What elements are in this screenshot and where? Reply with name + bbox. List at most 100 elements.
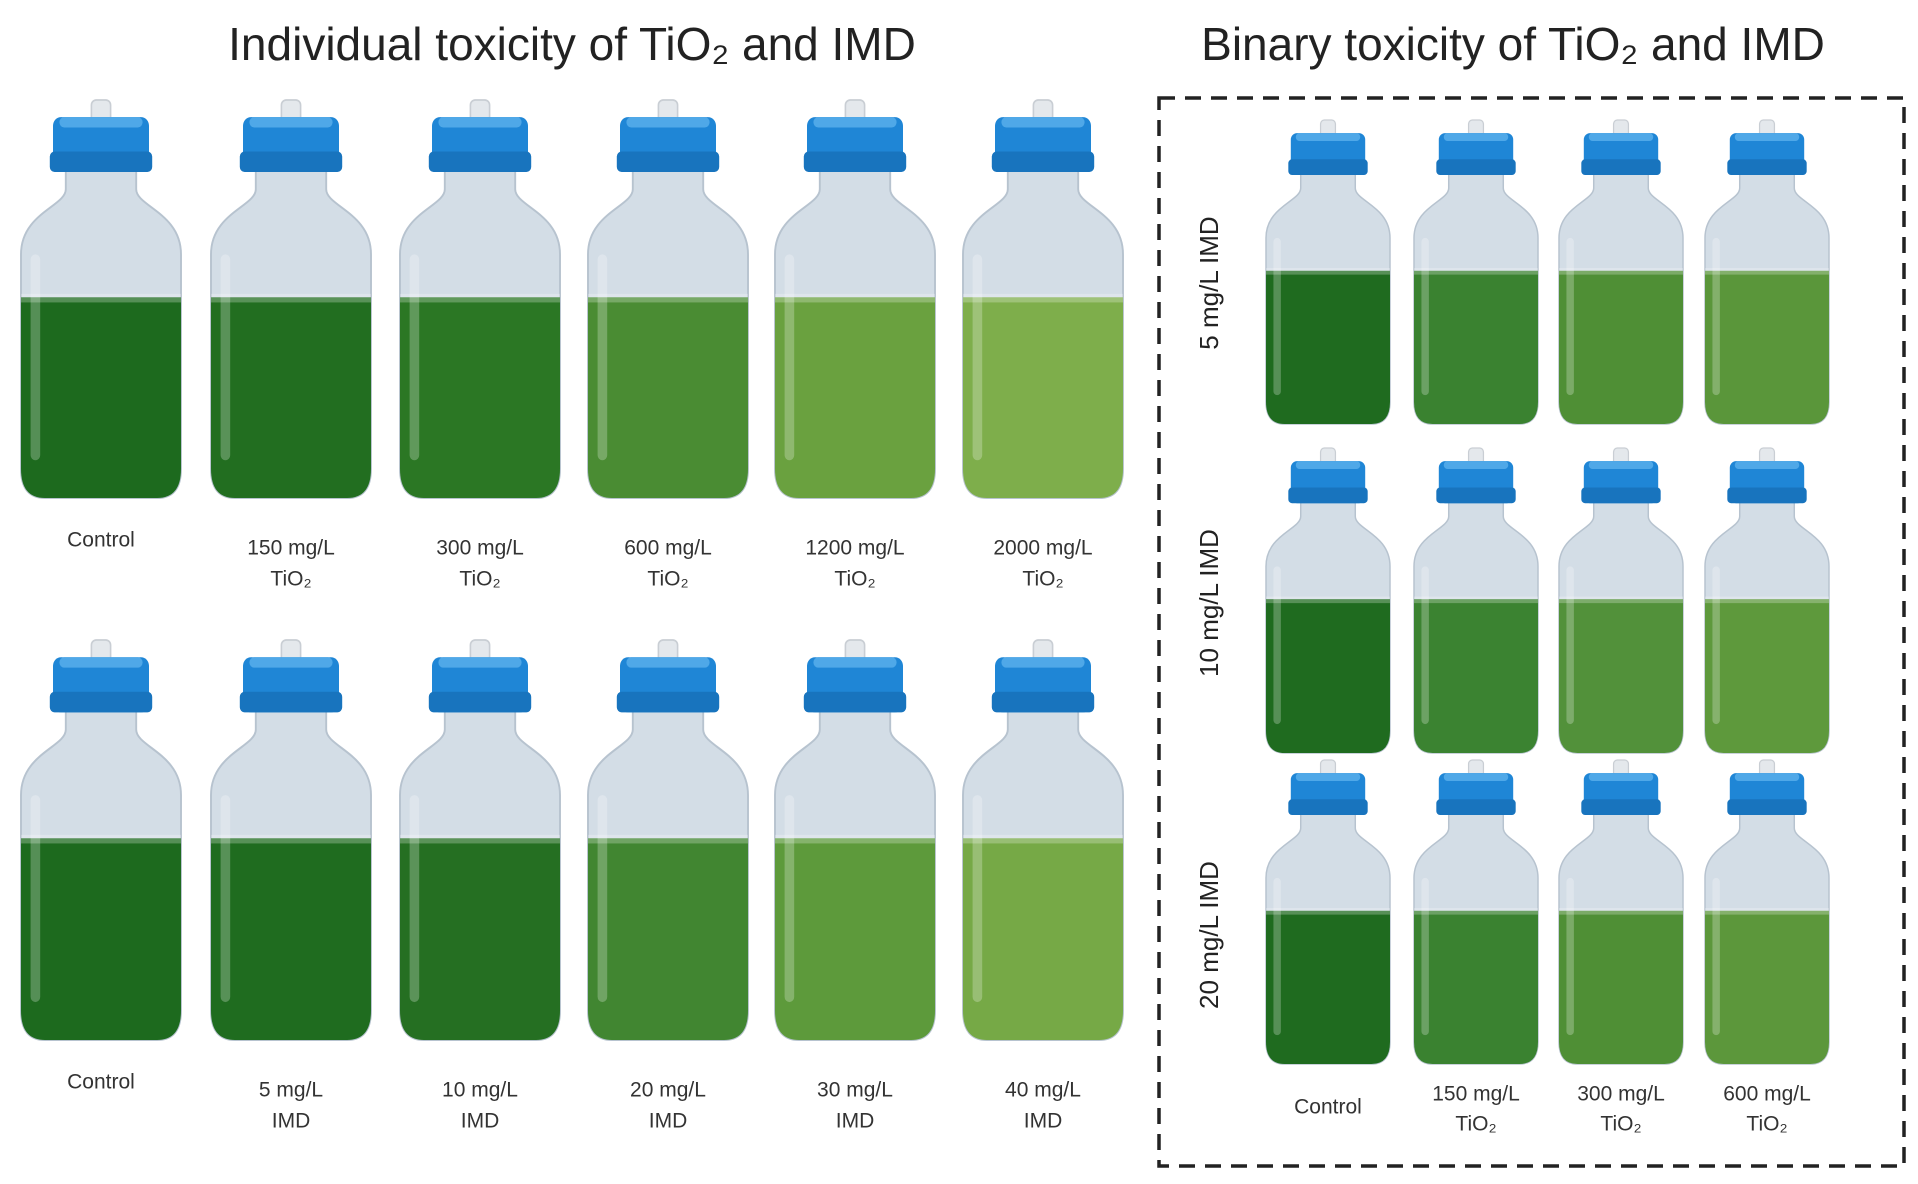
bottle — [1265, 119, 1391, 425]
binary-title: Binary toxicity of TiO₂ and IMD — [1201, 18, 1825, 70]
bottle-shine — [972, 795, 983, 1003]
cap-top — [813, 657, 897, 668]
bottle-liquid — [1414, 599, 1538, 753]
bottle-liquid — [211, 838, 371, 1040]
liquid-surface — [1266, 268, 1390, 275]
bottle-shine — [1712, 237, 1720, 396]
cap-top — [1443, 461, 1509, 470]
cap-top — [1734, 133, 1800, 141]
cap-rim — [428, 151, 532, 173]
cap-top — [1001, 657, 1085, 668]
bottle — [1413, 759, 1539, 1065]
liquid-surface — [21, 834, 181, 844]
bottle-label: 300 mg/L — [436, 537, 524, 560]
bottle-liquid — [1559, 910, 1683, 1064]
liquid-surface — [963, 834, 1123, 844]
cap-top — [1443, 133, 1509, 141]
bottle-shine — [1273, 877, 1281, 1036]
individual-title: Individual toxicity of TiO₂ and IMD — [228, 18, 916, 70]
cap-rim — [616, 151, 720, 173]
bottle-liquid — [588, 297, 748, 498]
cap-top — [1295, 133, 1361, 141]
row-label: 20 mg/L IMD — [1194, 861, 1224, 1009]
bottle — [1413, 447, 1539, 754]
cap-rim — [803, 151, 907, 173]
bottle-shine — [1566, 877, 1574, 1036]
bottle-label: 300 mg/L — [1577, 1083, 1665, 1106]
cap-top — [1588, 133, 1654, 141]
cap-rim — [1288, 159, 1368, 176]
bottle-liquid — [1266, 599, 1390, 753]
bottle-label: IMD — [836, 1110, 875, 1133]
bottle — [1704, 119, 1830, 425]
cap-top — [59, 117, 143, 128]
cap-rim — [1436, 487, 1516, 504]
cap-rim — [803, 691, 907, 713]
cap-rim — [49, 151, 153, 173]
bottle-liquid — [1705, 910, 1829, 1064]
liquid-surface — [1414, 596, 1538, 604]
bottle — [399, 639, 561, 1042]
cap-rim — [1727, 799, 1807, 816]
cap-top — [626, 657, 710, 668]
bottle-label: IMD — [461, 1110, 500, 1133]
bottle — [962, 99, 1124, 500]
bottle — [210, 99, 372, 500]
bottle-shine — [597, 254, 608, 461]
bottle — [20, 99, 182, 500]
cap-rim — [239, 151, 343, 173]
liquid-surface — [775, 293, 935, 303]
liquid-surface — [1705, 908, 1829, 915]
cap-top — [1295, 773, 1361, 781]
bottle-shine — [1712, 877, 1720, 1036]
cap-top — [1734, 773, 1800, 781]
bottle — [774, 99, 936, 500]
bottle — [1558, 447, 1684, 754]
bottle-shine — [784, 254, 795, 461]
bottle — [1265, 447, 1391, 754]
bottle-liquid — [775, 838, 935, 1040]
row-label: 5 mg/L IMD — [1194, 216, 1224, 349]
cap-rim — [1288, 487, 1368, 504]
bottle-label: 5 mg/L — [259, 1079, 323, 1102]
bottle-liquid — [963, 297, 1123, 498]
bottle-shine — [409, 795, 420, 1003]
bottle — [20, 639, 182, 1042]
liquid-surface — [1705, 596, 1829, 604]
cap-rim — [1581, 159, 1661, 176]
bottle-shine — [1566, 237, 1574, 396]
bottle-shine — [1421, 237, 1429, 396]
bottle — [774, 639, 936, 1042]
bottle-shine — [220, 254, 231, 461]
bottle-shine — [409, 254, 420, 461]
bottle-label: TiO₂ — [1022, 568, 1063, 591]
bottle-liquid — [400, 838, 560, 1040]
bottle — [1558, 759, 1684, 1065]
bottle-liquid — [1559, 599, 1683, 753]
bottle-liquid — [21, 297, 181, 498]
liquid-surface — [21, 293, 181, 303]
bottle-label: 600 mg/L — [1723, 1083, 1811, 1106]
bottle — [1265, 759, 1391, 1065]
cap-rim — [428, 691, 532, 713]
liquid-surface — [1559, 908, 1683, 915]
bottle-liquid — [1414, 270, 1538, 424]
cap-rim — [1581, 799, 1661, 816]
cap-rim — [616, 691, 720, 713]
liquid-surface — [588, 834, 748, 844]
bottle-label: TiO₂ — [270, 568, 311, 591]
bottle-label: 10 mg/L — [442, 1079, 518, 1102]
liquid-surface — [1414, 268, 1538, 275]
bottle-label: 30 mg/L — [817, 1079, 893, 1102]
liquid-surface — [400, 293, 560, 303]
bottle — [210, 639, 372, 1042]
liquid-surface — [211, 293, 371, 303]
cap-top — [1588, 773, 1654, 781]
cap-rim — [1727, 487, 1807, 504]
bottle-liquid — [400, 297, 560, 498]
bottle-shine — [1273, 237, 1281, 396]
bottle-label: 1200 mg/L — [805, 537, 904, 560]
cap-top — [1001, 117, 1085, 128]
liquid-surface — [1414, 908, 1538, 915]
